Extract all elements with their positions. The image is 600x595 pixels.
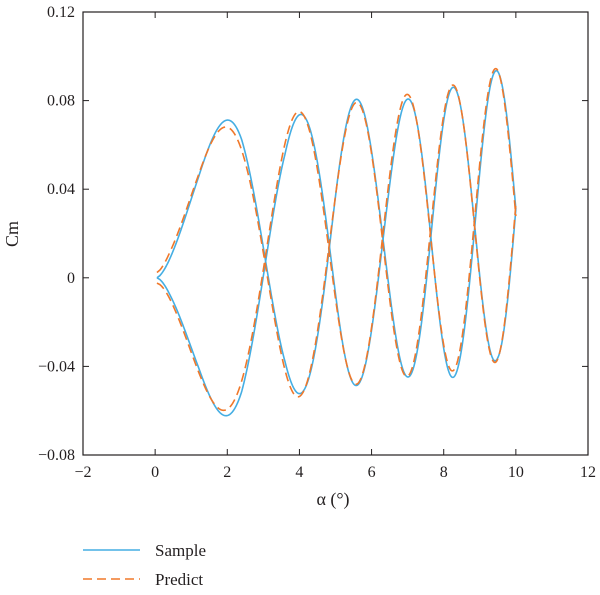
series-sample-branch-b: [156, 69, 517, 417]
y-axis-ticks: −0.08 −0.04 0 0.04 0.08 0.12: [38, 4, 588, 464]
series-layer: [156, 67, 517, 417]
legend-label-predict: Predict: [155, 570, 203, 589]
y-axis-label: Cm: [2, 221, 22, 247]
y-tick-label: 0: [67, 270, 75, 287]
x-tick-label: 6: [368, 464, 376, 481]
legend-label-sample: Sample: [155, 541, 206, 560]
x-tick-label: 10: [508, 464, 524, 481]
plot-frame: [82, 11, 589, 456]
series-predict-branch-b: [156, 67, 517, 412]
x-tick-label: −2: [74, 464, 91, 481]
series-predict-branch-a: [156, 84, 517, 398]
y-tick-label: 0.08: [47, 93, 75, 110]
x-axis-ticks: −2 0 2 4 6 8 10 12: [74, 12, 596, 481]
y-tick-label: −0.04: [38, 358, 75, 375]
x-tick-label: 2: [223, 464, 231, 481]
x-tick-label: 0: [151, 464, 159, 481]
x-tick-label: 8: [440, 464, 448, 481]
x-tick-label: 12: [580, 464, 596, 481]
legend: Sample Predict: [83, 541, 206, 589]
y-tick-label: −0.08: [38, 447, 75, 464]
x-axis-label: α (°): [316, 489, 349, 510]
x-tick-label: 4: [295, 464, 303, 481]
y-tick-label: 0.04: [47, 181, 75, 198]
series-predict: [156, 67, 517, 412]
series-sample: [156, 69, 517, 417]
y-tick-label: 0.12: [47, 4, 75, 21]
